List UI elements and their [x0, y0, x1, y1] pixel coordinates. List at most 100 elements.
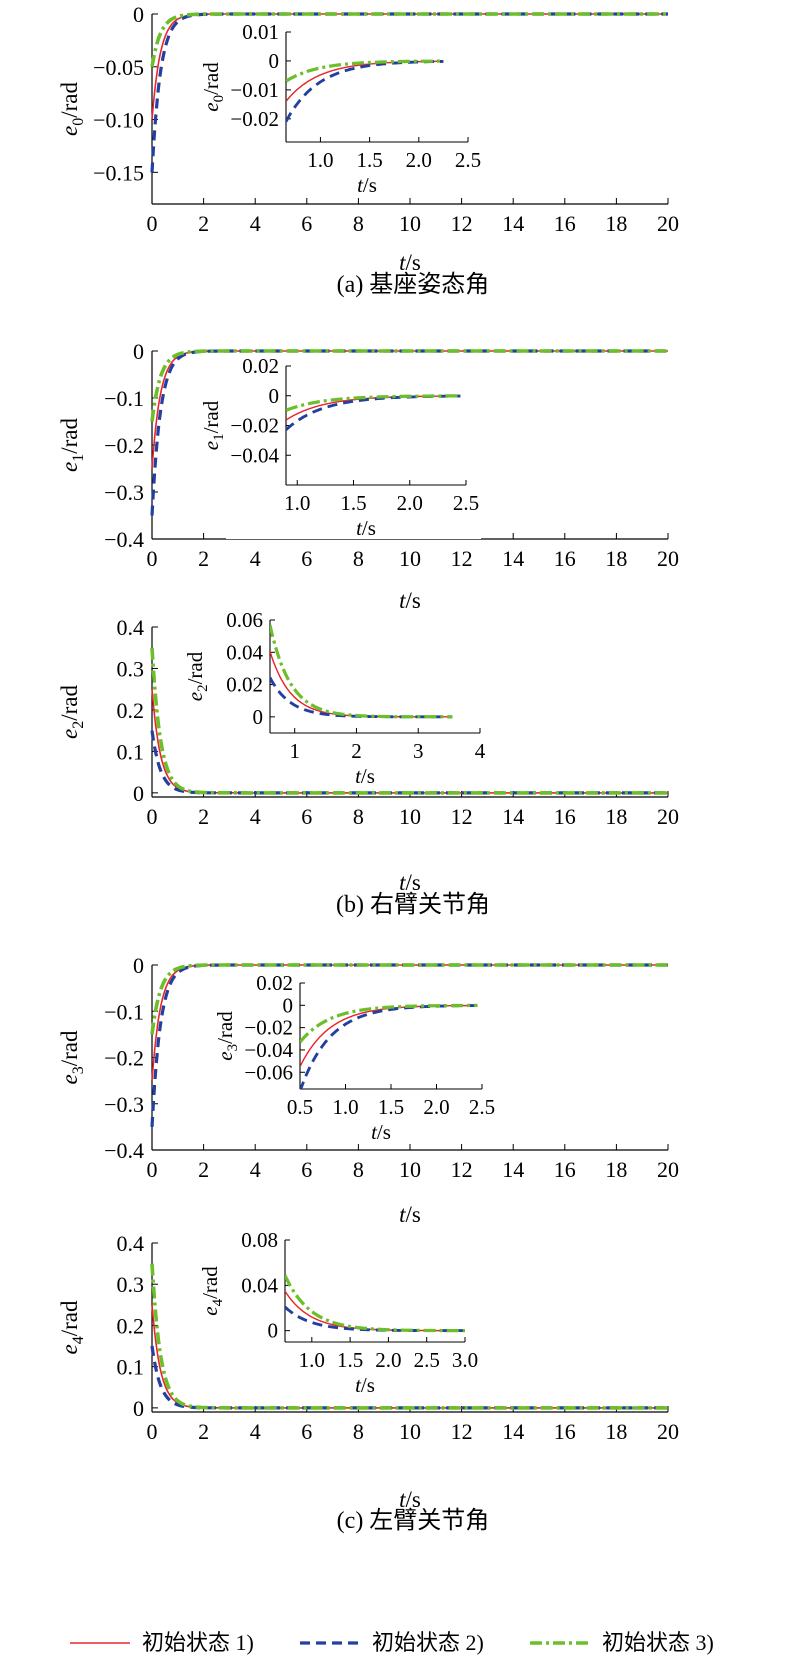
y-tick-label: −0.10: [93, 108, 144, 133]
inset-x-tick-label: 2: [351, 739, 362, 763]
x-tick-label: 0: [147, 804, 158, 829]
x-tick-label: 10: [399, 546, 421, 571]
inset-y-tick-label: −0.01: [230, 78, 279, 102]
chart-panel-c1: 0 2 4 6 8 10 12 14 16 18 20 0 −0.1 −0.2 −0.3 −0.4 t/s e3/…: [57, 953, 679, 1227]
inset-x-tick-label: 2.0: [406, 148, 432, 172]
inset-y-tick-label: 0: [283, 993, 294, 1017]
x-axis-label: t/s: [399, 870, 421, 895]
x-tick-label: 12: [451, 1419, 473, 1444]
inset-x-tick-label: 3.0: [452, 1348, 478, 1372]
inset-chart: 1.0 1.5 2.0 2.5 3.0 0.08 0.04 0 t/s e4/rad: [198, 1228, 480, 1397]
x-tick-label: 10: [399, 1157, 421, 1182]
x-tick-label: 16: [554, 211, 576, 236]
x-tick-label: 8: [353, 211, 364, 236]
x-tick-label: 18: [605, 546, 627, 571]
inset-y-tick-label: 0.01: [242, 20, 279, 44]
inset-x-tick-label: 2.0: [423, 1095, 449, 1119]
inset-y-tick-label: −0.02: [230, 414, 279, 438]
inset-y-tick-label: 0: [269, 384, 280, 408]
y-tick-label: −0.2: [104, 1046, 144, 1071]
inset-plot-area: [286, 59, 444, 123]
series-line-2: [150, 349, 668, 516]
chart-panel-b1: 0 2 4 6 8 10 12 14 16 18 20 0 −0.1 −0.2 −0.3 −0.4 t/s e1/…: [57, 339, 679, 613]
inset-plot-area: [270, 624, 453, 719]
y-tick-label: 0.2: [117, 698, 145, 723]
y-tick-label: 0: [133, 953, 144, 978]
inset-series-line-3: [285, 1274, 465, 1333]
y-tick-label: −0.4: [104, 527, 144, 552]
inset-x-tick-label: 0.5: [287, 1095, 313, 1119]
series-line-3: [150, 647, 668, 795]
x-axis-label: t/s: [399, 588, 421, 613]
x-tick-label: 20: [657, 211, 679, 236]
inset-y-axis-label: e1/rad: [199, 400, 227, 450]
inset-y-tick-label: 0.08: [241, 1228, 278, 1252]
panel-caption: (b) 右臂关节角: [336, 891, 490, 918]
x-tick-label: 18: [605, 804, 627, 829]
panel-caption: (a) 基座姿态角: [337, 271, 490, 298]
inset-background: [226, 24, 483, 196]
x-tick-label: 2: [198, 804, 209, 829]
inset-background: [225, 1232, 480, 1396]
inset-plot-area: [286, 394, 461, 431]
x-tick-label: 20: [657, 1157, 679, 1182]
inset-y-tick-label: 0.04: [226, 640, 263, 664]
y-tick-label: 0: [133, 781, 144, 806]
x-tick-label: 12: [451, 546, 473, 571]
y-tick-label: 0.4: [117, 615, 145, 640]
inset-y-tick-label: 0.02: [256, 971, 293, 995]
legend-label-3: 初始状态 3): [602, 1630, 714, 1655]
y-tick-label: −0.3: [104, 480, 144, 505]
x-tick-label: 20: [657, 804, 679, 829]
inset-y-axis-label: e2/rad: [183, 651, 211, 701]
inset-x-tick-label: 2.0: [397, 491, 423, 515]
inset-series-line-2: [286, 59, 444, 123]
inset-series-line-3: [286, 59, 444, 83]
inset-plot-area: [285, 1274, 465, 1333]
x-tick-label: 14: [502, 1419, 524, 1444]
inset-x-tick-label: 4: [475, 739, 486, 763]
inset-series-line-3: [300, 1003, 478, 1044]
x-tick-label: 6: [301, 1157, 312, 1182]
x-tick-label: 6: [301, 804, 312, 829]
inset-y-axis-label: e3/rad: [213, 1011, 241, 1061]
x-axis-label: t/s: [399, 1487, 421, 1512]
inset-x-tick-label: 1.0: [299, 1348, 325, 1372]
inset-background: [226, 358, 481, 539]
inset-x-axis-label: t/s: [355, 1373, 375, 1397]
y-tick-label: −0.1: [104, 999, 144, 1024]
inset-y-tick-label: 0: [268, 1319, 279, 1343]
x-tick-label: 20: [657, 1419, 679, 1444]
x-tick-label: 16: [554, 1157, 576, 1182]
inset-x-tick-label: 1.0: [307, 148, 333, 172]
x-tick-label: 14: [502, 1157, 524, 1182]
y-tick-label: −0.15: [93, 160, 144, 185]
x-tick-label: 4: [250, 1157, 261, 1182]
y-axis-label: e2/rad: [57, 685, 87, 739]
inset-chart: 1.0 1.5 2.0 2.5 0.02 0 −0.02 −0.04 t/s e1/rad: [199, 354, 481, 540]
x-tick-label: 0: [147, 1157, 158, 1182]
y-tick-label: 0.4: [117, 1231, 145, 1256]
x-tick-label: 4: [250, 546, 261, 571]
chart-panel-b2: 0 2 4 6 8 10 12 14 16 18 200.40.30.20.10t/se2/rad(…: [57, 608, 679, 918]
inset-series-line-3: [270, 624, 453, 719]
inset-y-tick-label: −0.06: [244, 1060, 293, 1084]
x-tick-label: 4: [250, 1419, 261, 1444]
inset-x-tick-label: 1: [289, 739, 300, 763]
inset-x-axis-label: t/s: [357, 173, 377, 197]
inset-x-tick-label: 2.5: [469, 1095, 495, 1119]
x-tick-label: 16: [554, 546, 576, 571]
x-tick-label: 18: [605, 211, 627, 236]
x-tick-label: 16: [554, 804, 576, 829]
inset-background: [210, 612, 495, 787]
inset-y-tick-label: −0.02: [244, 1016, 293, 1040]
inset-series-line-3: [286, 394, 461, 412]
inset-x-tick-label: 2.5: [455, 148, 481, 172]
y-tick-label: −0.4: [104, 1138, 144, 1163]
series-line-3: [150, 12, 668, 68]
y-tick-label: −0.05: [93, 55, 144, 80]
series-line-3: [150, 349, 668, 422]
x-tick-label: 14: [502, 211, 524, 236]
inset-chart: 0.5 1.0 1.5 2.0 2.5 0.020−0.02−0.04−0.06 t/s e3…: [213, 971, 497, 1144]
